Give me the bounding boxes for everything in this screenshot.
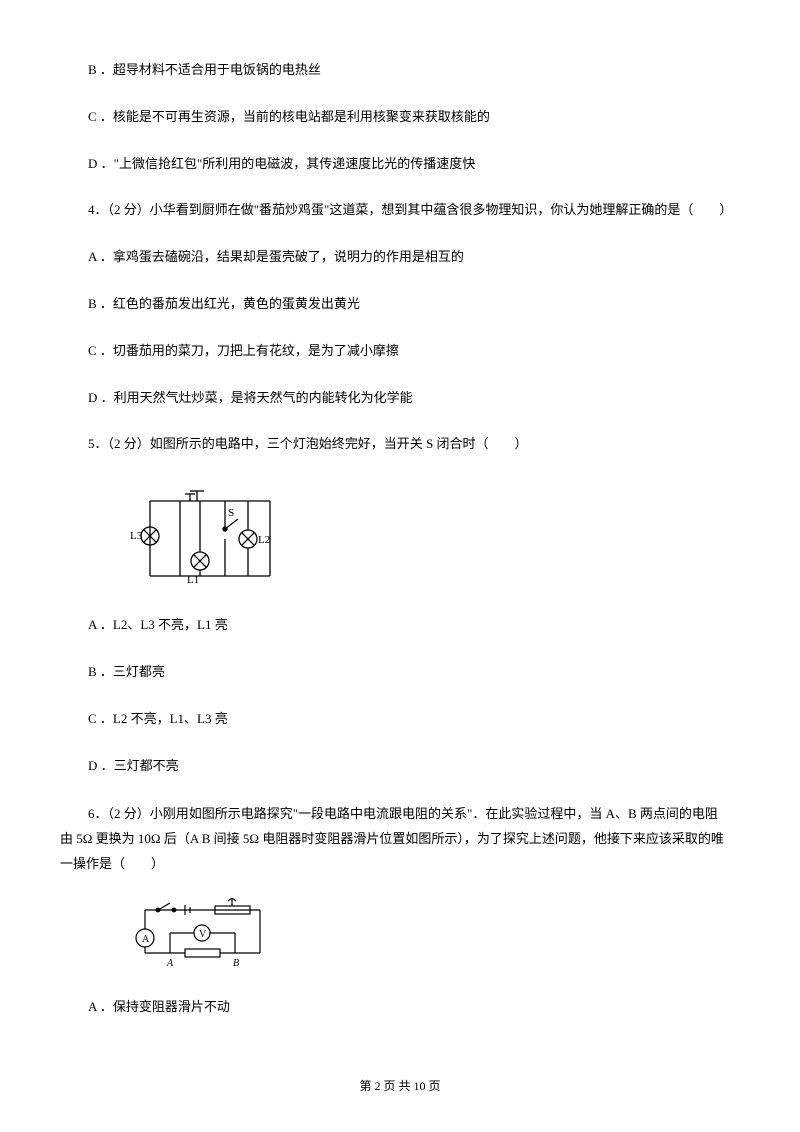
q5-label-l2: L2: [258, 534, 270, 546]
q6-label-b: B: [233, 958, 239, 969]
q5-option-a: A ．L2、L3 不亮，L1 亮: [60, 615, 730, 636]
q4-option-a: A ．拿鸡蛋去磕碗沿，结果却是蛋壳破了，说明力的作用是相互的: [60, 247, 730, 268]
q4-stem: 4．（2 分）小华看到厨师在做"番茄炒鸡蛋"这道菜，想到其中蕴含很多物理知识，你…: [60, 200, 730, 221]
q5-stem: 5．（2 分）如图所示的电路中，三个灯泡始终完好，当开关 S 闭合时（ ）: [60, 434, 730, 455]
page-footer: 第 2 页 共 10 页: [0, 1077, 800, 1096]
q5-option-c: C ．L2 不亮，L1、L3 亮: [60, 709, 730, 730]
q6-label-a: A: [166, 958, 174, 969]
q6-circuit-figure: A V A B: [130, 898, 730, 973]
q4-option-b: B ．红色的番茄发出红光，黄色的蛋黄发出黄光: [60, 294, 730, 315]
q5-label-l3: L3: [130, 530, 143, 542]
q6-option-a: A ．保持变阻器滑片不动: [60, 997, 730, 1018]
q5-option-d: D ．三灯都不亮: [60, 756, 730, 777]
q5-circuit-svg: L3 L1 L2 S: [130, 481, 290, 591]
q3-option-d: D ．"上微信抢红包"所利用的电磁波，其传递速度比光的传播速度快: [60, 154, 730, 175]
q6-circuit-svg: A V A B: [130, 898, 280, 973]
q4-option-d: D ．利用天然气灶炒菜，是将天然气的内能转化为化学能: [60, 388, 730, 409]
q6-stem: 6．（2 分）小刚用如图所示电路探究"一段电路中电流跟电阻的关系"．在此实验过程…: [60, 802, 730, 876]
q5-circuit-figure: L3 L1 L2 S: [130, 481, 730, 591]
q6-ammeter-label: A: [142, 934, 150, 945]
q5-option-b: B ．三灯都亮: [60, 662, 730, 683]
q6-voltmeter-label: V: [199, 929, 207, 940]
q3-option-b: B ．超导材料不适合用于电饭锅的电热丝: [60, 60, 730, 81]
q4-option-c: C ．切番茄用的菜刀，刀把上有花纹，是为了减小摩擦: [60, 341, 730, 362]
q5-label-l1: L1: [187, 574, 199, 586]
q3-option-c: C ．核能是不可再生资源，当前的核电站都是利用核聚变来获取核能的: [60, 107, 730, 128]
q5-label-s: S: [228, 507, 234, 519]
